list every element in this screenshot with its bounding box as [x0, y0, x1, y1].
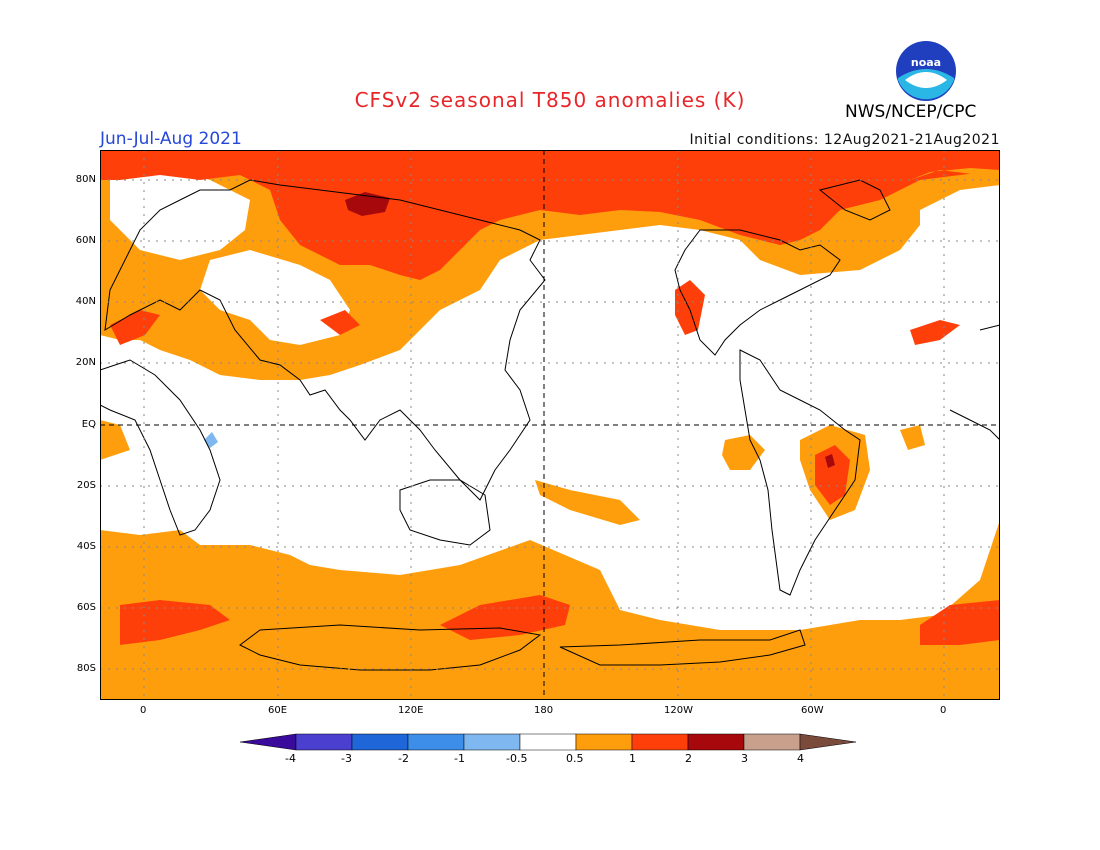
lat-label-80s: 80S — [76, 663, 96, 674]
colorbar-swatch-8 — [687, 733, 745, 751]
lon-label-180: 180 — [534, 705, 554, 716]
colorbar-swatch-9 — [743, 733, 801, 751]
coastlines — [100, 179, 1000, 671]
cbar-tick-neg4: -4 — [285, 752, 296, 765]
anomaly-band-2-to-3 — [345, 192, 835, 468]
lon-label-60w: 60W — [801, 705, 824, 716]
season-label: Jun-Jul-Aug 2021 — [100, 129, 242, 149]
lat-labels: 80N 60N 40N 20N EQ 20S 40S 60S 80S — [60, 150, 96, 700]
colorbar-swatch-below-neg4 — [240, 733, 297, 751]
lon-label-0-left: 0 — [140, 705, 147, 716]
initial-conditions-label: Initial conditions: 12Aug2021-21Aug2021 — [689, 132, 1000, 148]
colorbar-ticks: -4 -3 -2 -1 -0.5 0.5 1 2 3 4 — [240, 752, 862, 766]
colorbar-swatch-4 — [463, 733, 521, 751]
cbar-tick-neg0-5: -0.5 — [506, 752, 528, 765]
colorbar-swatch-3 — [407, 733, 465, 751]
anomaly-band-1-to-2 — [100, 150, 1000, 645]
lat-label-20n: 20N — [75, 357, 96, 368]
agency-label: NWS/NCEP/CPC — [845, 102, 977, 122]
cbar-tick-4: 4 — [797, 752, 804, 765]
chart-title: CFSv2 seasonal T850 anomalies (K) — [354, 88, 746, 112]
logo-text: noaa — [911, 56, 941, 69]
lat-label-60s: 60S — [76, 602, 96, 613]
colorbar — [240, 733, 857, 751]
colorbar-swatch-6 — [575, 733, 633, 751]
colorbar-swatch-1 — [295, 733, 353, 751]
cbar-tick-neg3: -3 — [341, 752, 352, 765]
anomaly-map — [100, 150, 1000, 700]
lat-label-40n: 40N — [75, 296, 96, 307]
colorbar-swatch-5 — [519, 733, 577, 751]
cbar-tick-neg2: -2 — [398, 752, 409, 765]
lat-label-80n: 80N — [75, 174, 96, 185]
cbar-tick-2: 2 — [685, 752, 692, 765]
cbar-tick-0-5: 0.5 — [566, 752, 584, 765]
lon-label-120e: 120E — [398, 705, 424, 716]
noaa-logo: noaa — [895, 40, 957, 102]
lon-label-120w: 120W — [664, 705, 693, 716]
map-frame — [100, 150, 1000, 700]
lat-label-60n: 60N — [75, 235, 96, 246]
lon-label-60e: 60E — [268, 705, 288, 716]
colorbar-swatch-2 — [351, 733, 409, 751]
cbar-tick-neg1: -1 — [454, 752, 465, 765]
lon-label-0-right: 0 — [940, 705, 947, 716]
lat-label-20s: 20S — [76, 480, 96, 491]
lat-label-40s: 40S — [76, 541, 96, 552]
cbar-tick-3: 3 — [741, 752, 748, 765]
colorbar-swatch-above-4 — [799, 733, 857, 751]
cbar-tick-1: 1 — [629, 752, 636, 765]
gridlines — [100, 150, 1000, 700]
lat-label-eq: EQ — [81, 419, 96, 430]
lon-labels: 0 60E 120E 180 120W 60W 0 — [100, 705, 1000, 719]
reference-lines — [100, 150, 1000, 700]
colorbar-swatch-7 — [631, 733, 689, 751]
